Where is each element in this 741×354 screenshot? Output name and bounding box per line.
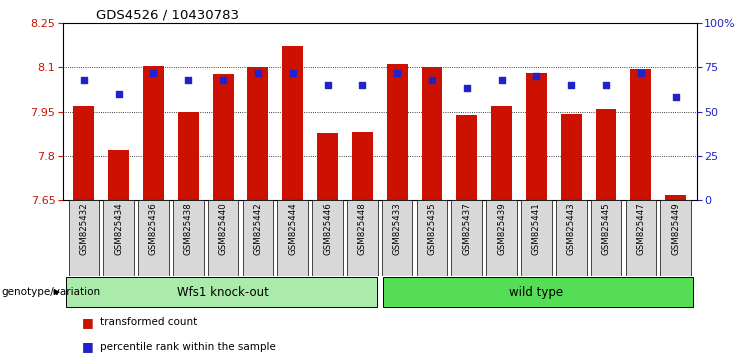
Bar [596,109,617,200]
Point [113,91,124,97]
Bar [387,64,408,200]
Point [287,70,299,75]
Bar [422,67,442,200]
Point [252,70,264,75]
Text: GSM825448: GSM825448 [358,202,367,255]
Bar [561,114,582,200]
Point [356,82,368,88]
Text: GDS4526 / 10430783: GDS4526 / 10430783 [96,9,239,22]
Bar [491,107,512,200]
Text: GSM825446: GSM825446 [323,202,332,255]
Text: GSM825443: GSM825443 [567,202,576,255]
FancyBboxPatch shape [625,200,657,276]
Bar [178,112,199,200]
FancyBboxPatch shape [347,200,378,276]
Point [635,70,647,75]
Text: GSM825447: GSM825447 [637,202,645,255]
Point [565,82,577,88]
Point [426,77,438,82]
Text: wild type: wild type [509,286,563,298]
Text: GSM825444: GSM825444 [288,202,297,255]
FancyBboxPatch shape [173,200,204,276]
Text: GSM825434: GSM825434 [114,202,123,255]
Bar [317,133,338,200]
Bar [526,73,547,200]
FancyBboxPatch shape [591,200,622,276]
Text: transformed count: transformed count [100,317,197,327]
Text: GSM825439: GSM825439 [497,202,506,255]
Point [670,95,682,100]
Bar [143,66,164,200]
FancyBboxPatch shape [103,200,134,276]
Bar [665,195,686,200]
FancyBboxPatch shape [486,200,517,276]
Bar [247,67,268,200]
FancyBboxPatch shape [277,200,308,276]
Point [182,77,194,82]
Text: GSM825445: GSM825445 [602,202,611,255]
FancyBboxPatch shape [242,200,273,276]
Text: GSM825432: GSM825432 [79,202,88,255]
Text: GSM825440: GSM825440 [219,202,227,255]
Text: Wfs1 knock-out: Wfs1 knock-out [177,286,269,298]
Bar [73,107,94,200]
Text: ■: ■ [82,341,93,353]
Bar [352,132,373,200]
Bar [456,115,477,200]
Text: percentile rank within the sample: percentile rank within the sample [100,342,276,352]
FancyBboxPatch shape [660,200,691,276]
FancyBboxPatch shape [416,200,448,276]
FancyBboxPatch shape [69,200,99,276]
Text: GSM825449: GSM825449 [671,202,680,255]
FancyBboxPatch shape [521,200,552,276]
FancyBboxPatch shape [138,200,169,276]
Bar [282,46,303,200]
Text: GSM825436: GSM825436 [149,202,158,255]
Text: ■: ■ [82,316,93,329]
Point [461,86,473,91]
Bar [108,150,129,200]
FancyBboxPatch shape [451,200,482,276]
Bar [213,74,233,200]
Point [322,82,333,88]
Text: GSM825437: GSM825437 [462,202,471,255]
Point [78,77,90,82]
FancyBboxPatch shape [382,200,413,276]
FancyBboxPatch shape [382,277,693,307]
FancyBboxPatch shape [67,277,377,307]
Point [600,82,612,88]
Text: GSM825433: GSM825433 [393,202,402,255]
Text: GSM825441: GSM825441 [532,202,541,255]
Point [217,77,229,82]
FancyBboxPatch shape [556,200,587,276]
Text: GSM825438: GSM825438 [184,202,193,255]
FancyBboxPatch shape [312,200,343,276]
Text: genotype/variation: genotype/variation [1,287,101,297]
Text: GSM825435: GSM825435 [428,202,436,255]
Text: GSM825442: GSM825442 [253,202,262,255]
Point [496,77,508,82]
Point [531,73,542,79]
Point [391,70,403,75]
Bar [631,69,651,200]
Point [147,70,159,75]
FancyBboxPatch shape [207,200,239,276]
